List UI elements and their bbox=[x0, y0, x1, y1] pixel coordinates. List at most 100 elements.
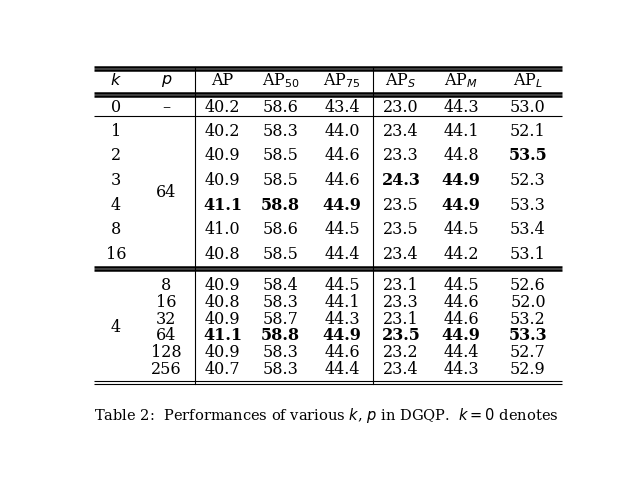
Text: 41.0: 41.0 bbox=[205, 221, 241, 238]
Text: 44.9: 44.9 bbox=[323, 196, 362, 214]
Text: 44.9: 44.9 bbox=[323, 327, 362, 344]
Text: 128: 128 bbox=[151, 344, 182, 362]
Text: 58.8: 58.8 bbox=[261, 196, 300, 214]
Text: –: – bbox=[163, 99, 170, 116]
Text: 23.1: 23.1 bbox=[383, 310, 419, 327]
Text: 52.3: 52.3 bbox=[510, 172, 546, 189]
Text: 23.5: 23.5 bbox=[383, 221, 419, 238]
Text: 44.5: 44.5 bbox=[324, 277, 360, 294]
Text: 58.4: 58.4 bbox=[263, 277, 299, 294]
Text: 16: 16 bbox=[156, 294, 177, 310]
Text: 23.4: 23.4 bbox=[383, 246, 419, 263]
Text: 44.4: 44.4 bbox=[324, 246, 360, 263]
Text: 44.4: 44.4 bbox=[444, 344, 479, 362]
Text: 53.3: 53.3 bbox=[509, 327, 547, 344]
Text: 23.2: 23.2 bbox=[383, 344, 419, 362]
Text: 44.6: 44.6 bbox=[324, 172, 360, 189]
Text: 44.3: 44.3 bbox=[324, 310, 360, 327]
Text: 53.2: 53.2 bbox=[510, 310, 546, 327]
Text: 52.6: 52.6 bbox=[510, 277, 546, 294]
Text: 40.9: 40.9 bbox=[205, 344, 241, 362]
Text: 8: 8 bbox=[161, 277, 172, 294]
Text: 23.1: 23.1 bbox=[383, 277, 419, 294]
Text: 44.1: 44.1 bbox=[324, 294, 360, 310]
Text: 23.0: 23.0 bbox=[383, 99, 419, 116]
Text: 44.4: 44.4 bbox=[324, 361, 360, 378]
Text: 64: 64 bbox=[156, 184, 177, 201]
Text: 44.6: 44.6 bbox=[324, 147, 360, 164]
Text: 40.2: 40.2 bbox=[205, 99, 241, 116]
Text: 44.6: 44.6 bbox=[324, 344, 360, 362]
Text: 23.3: 23.3 bbox=[383, 294, 419, 310]
Text: 58.5: 58.5 bbox=[263, 172, 299, 189]
Text: 53.4: 53.4 bbox=[510, 221, 546, 238]
Text: 43.4: 43.4 bbox=[324, 99, 360, 116]
Text: 3: 3 bbox=[111, 172, 121, 189]
Text: 52.9: 52.9 bbox=[510, 361, 546, 378]
Text: 44.3: 44.3 bbox=[444, 99, 479, 116]
Text: 0: 0 bbox=[111, 99, 121, 116]
Text: 58.6: 58.6 bbox=[263, 99, 299, 116]
Text: 52.0: 52.0 bbox=[510, 294, 546, 310]
Text: 40.8: 40.8 bbox=[205, 294, 241, 310]
Text: 40.7: 40.7 bbox=[205, 361, 241, 378]
Text: 256: 256 bbox=[151, 361, 182, 378]
Text: 44.2: 44.2 bbox=[444, 246, 479, 263]
Text: 44.6: 44.6 bbox=[444, 310, 479, 327]
Text: 23.5: 23.5 bbox=[383, 196, 419, 214]
Text: 53.3: 53.3 bbox=[510, 196, 546, 214]
Text: 53.0: 53.0 bbox=[510, 99, 546, 116]
Text: 58.3: 58.3 bbox=[263, 294, 299, 310]
Text: 53.1: 53.1 bbox=[510, 246, 546, 263]
Text: 1: 1 bbox=[111, 123, 121, 140]
Text: 58.8: 58.8 bbox=[261, 327, 300, 344]
Text: 52.7: 52.7 bbox=[510, 344, 546, 362]
Text: 58.5: 58.5 bbox=[263, 147, 299, 164]
Text: 64: 64 bbox=[156, 327, 177, 344]
Text: 44.9: 44.9 bbox=[442, 172, 481, 189]
Text: 44.9: 44.9 bbox=[442, 327, 481, 344]
Text: 58.7: 58.7 bbox=[263, 310, 299, 327]
Text: 53.5: 53.5 bbox=[509, 147, 547, 164]
Text: 40.8: 40.8 bbox=[205, 246, 241, 263]
Text: 44.0: 44.0 bbox=[324, 123, 360, 140]
Text: 44.8: 44.8 bbox=[444, 147, 479, 164]
Text: 16: 16 bbox=[106, 246, 126, 263]
Text: 24.3: 24.3 bbox=[381, 172, 420, 189]
Text: 44.3: 44.3 bbox=[444, 361, 479, 378]
Text: 41.1: 41.1 bbox=[203, 196, 242, 214]
Text: 44.5: 44.5 bbox=[324, 221, 360, 238]
Text: 58.6: 58.6 bbox=[263, 221, 299, 238]
Text: AP$_{S}$: AP$_{S}$ bbox=[385, 71, 417, 90]
Text: $p$: $p$ bbox=[161, 72, 172, 89]
Text: 4: 4 bbox=[111, 196, 121, 214]
Text: 58.3: 58.3 bbox=[263, 361, 299, 378]
Text: AP$_{50}$: AP$_{50}$ bbox=[262, 71, 300, 90]
Text: 41.1: 41.1 bbox=[203, 327, 242, 344]
Text: 58.3: 58.3 bbox=[263, 344, 299, 362]
Text: 40.9: 40.9 bbox=[205, 172, 241, 189]
Text: 44.1: 44.1 bbox=[444, 123, 479, 140]
Text: 23.4: 23.4 bbox=[383, 361, 419, 378]
Text: 2: 2 bbox=[111, 147, 121, 164]
Text: 40.9: 40.9 bbox=[205, 277, 241, 294]
Text: AP$_{M}$: AP$_{M}$ bbox=[444, 71, 478, 90]
Text: 32: 32 bbox=[156, 310, 177, 327]
Text: 44.5: 44.5 bbox=[444, 277, 479, 294]
Text: 44.5: 44.5 bbox=[444, 221, 479, 238]
Text: 40.9: 40.9 bbox=[205, 310, 241, 327]
Text: 52.1: 52.1 bbox=[510, 123, 546, 140]
Text: 58.3: 58.3 bbox=[263, 123, 299, 140]
Text: AP$_{75}$: AP$_{75}$ bbox=[323, 71, 361, 90]
Text: 23.5: 23.5 bbox=[381, 327, 420, 344]
Text: 44.6: 44.6 bbox=[444, 294, 479, 310]
Text: AP$_{L}$: AP$_{L}$ bbox=[513, 71, 543, 90]
Text: $k$: $k$ bbox=[110, 72, 122, 89]
Text: 8: 8 bbox=[111, 221, 121, 238]
Text: Table 2:  Performances of various $k$, $p$ in DGQP.  $k = 0$ denotes: Table 2: Performances of various $k$, $p… bbox=[94, 406, 559, 425]
Text: 23.3: 23.3 bbox=[383, 147, 419, 164]
Text: AP: AP bbox=[211, 72, 234, 89]
Text: 44.9: 44.9 bbox=[442, 196, 481, 214]
Text: 58.5: 58.5 bbox=[263, 246, 299, 263]
Text: 40.2: 40.2 bbox=[205, 123, 241, 140]
